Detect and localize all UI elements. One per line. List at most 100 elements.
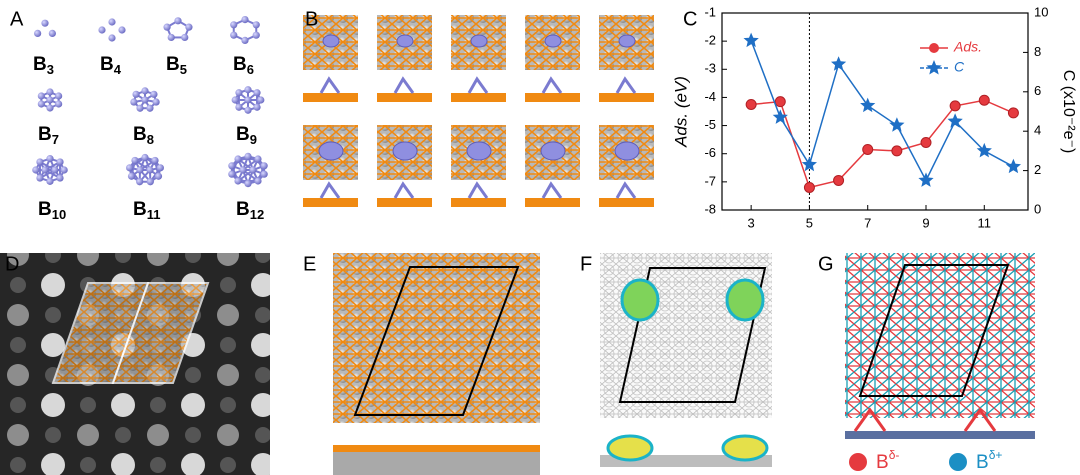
x-tick-label: 11 — [978, 215, 992, 230]
cluster-symbol: B — [236, 124, 250, 145]
atom — [46, 104, 54, 112]
atom — [141, 153, 149, 162]
side-view — [303, 93, 358, 102]
cluster — [322, 34, 340, 48]
atom — [228, 170, 236, 178]
atom — [167, 33, 175, 42]
panel-b-structures — [303, 15, 654, 207]
legend-label: Bδ- — [876, 448, 899, 473]
cluster-label: B6 — [233, 54, 254, 77]
atom — [41, 166, 49, 174]
atom — [127, 172, 136, 180]
atom — [146, 166, 154, 174]
atom — [151, 156, 159, 165]
atom — [126, 164, 134, 172]
atom — [37, 100, 45, 108]
legend-swatch — [949, 453, 967, 471]
star-marker — [801, 156, 817, 172]
cluster-label: B7 — [38, 124, 59, 147]
atom — [132, 90, 140, 98]
atom — [146, 178, 154, 186]
atom — [228, 162, 236, 170]
top-view — [845, 253, 1035, 418]
cluster — [540, 141, 566, 161]
atom — [118, 26, 126, 34]
atom — [252, 21, 260, 29]
atom — [36, 158, 44, 166]
star-marker — [772, 109, 788, 124]
cluster-subscript: 4 — [114, 62, 122, 77]
atom — [48, 29, 56, 37]
atom — [141, 87, 149, 95]
charge-density — [721, 434, 769, 462]
legend-marker — [926, 60, 942, 75]
cluster-subscript: 5 — [180, 62, 187, 77]
atom — [239, 166, 247, 174]
side-cluster — [393, 76, 415, 94]
side-cluster — [319, 76, 341, 94]
atom — [41, 19, 49, 27]
atom — [55, 92, 63, 100]
x-tick-label: 9 — [922, 215, 929, 230]
legend-symbol: B — [976, 452, 989, 473]
panel-label: B — [305, 8, 318, 30]
atom — [241, 36, 249, 45]
atom — [231, 96, 239, 104]
atom — [234, 177, 242, 185]
atom — [108, 18, 116, 26]
atom — [253, 89, 261, 97]
star-marker — [889, 117, 905, 132]
x-tick-label: 7 — [864, 215, 871, 230]
atom — [46, 155, 54, 163]
cluster-label: B9 — [236, 124, 257, 147]
point-marker — [949, 100, 961, 112]
atom — [46, 177, 54, 185]
panel-label: E — [303, 253, 316, 275]
atom — [235, 103, 243, 111]
y2-tick-label: 0 — [1034, 201, 1041, 216]
atom — [108, 34, 116, 42]
side-view — [377, 198, 432, 207]
cluster-label: B12 — [236, 199, 264, 222]
side-view — [599, 93, 654, 102]
side-cluster — [615, 181, 637, 199]
side-cluster — [319, 181, 341, 199]
side-cluster — [541, 76, 563, 94]
point-marker — [891, 145, 903, 157]
atom — [244, 180, 252, 188]
unit-cell — [353, 266, 520, 416]
charge-legend: Bδ- Bδ+ — [849, 448, 1002, 473]
atom — [244, 96, 252, 104]
y2-axis-label: C (x10⁻²e⁻) — [1060, 70, 1077, 154]
cluster-subscript: 9 — [250, 132, 257, 147]
x-tick-label: 5 — [806, 215, 813, 230]
atom — [185, 23, 193, 31]
legend-marker — [929, 43, 939, 53]
atom — [136, 178, 144, 186]
legend-label: Ads. — [953, 39, 982, 55]
star-marker — [860, 97, 876, 113]
atom — [60, 166, 68, 174]
point-marker — [862, 143, 874, 155]
y-tick-label: -7 — [704, 173, 716, 188]
cluster-symbol: B — [38, 199, 52, 220]
chart: -8 -7 -6 -5 -4 -3 -2 -1 0 2 4 6 8 10 3 5 7 9 11 Ads. (eV) C … — [671, 4, 1076, 230]
side-view — [525, 93, 580, 102]
cluster — [618, 34, 636, 48]
point-marker — [920, 136, 932, 148]
atom — [154, 172, 163, 180]
cluster-symbol: B — [233, 54, 247, 75]
atom — [131, 156, 139, 165]
atom — [36, 174, 44, 182]
atom — [244, 86, 252, 94]
star-marker — [831, 56, 847, 71]
cluster-label: B4 — [100, 54, 122, 77]
y2-tick-label: 6 — [1034, 83, 1041, 98]
cluster-label: B11 — [133, 199, 160, 222]
atom — [141, 96, 149, 104]
legend-label: C — [954, 59, 965, 75]
side-cluster — [541, 181, 563, 199]
side-cluster — [467, 76, 489, 94]
atom — [37, 92, 45, 100]
